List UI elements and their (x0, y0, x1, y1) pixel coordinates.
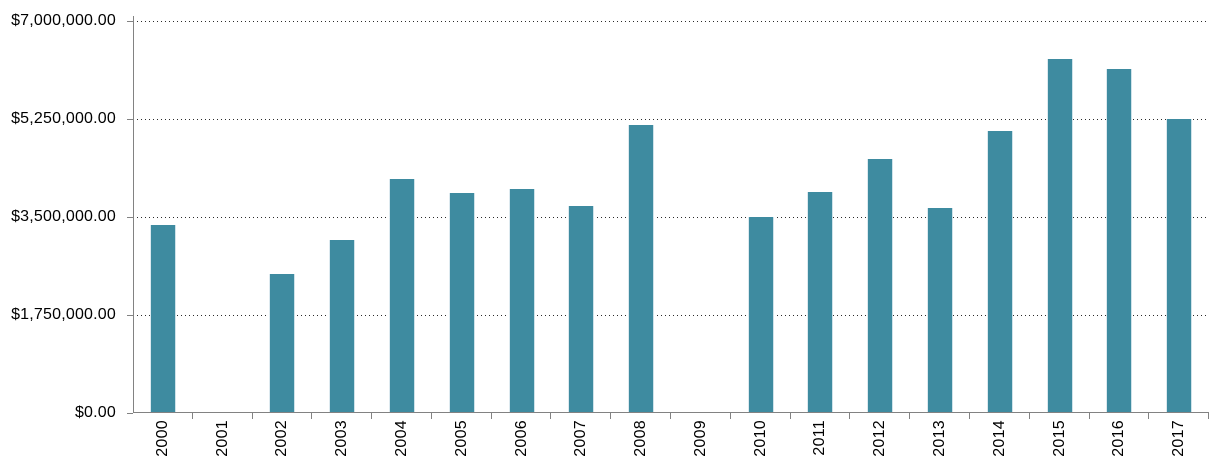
y-axis-label: $0.00 (74, 404, 116, 421)
bar-2003 (330, 240, 355, 413)
bar-2013 (928, 207, 953, 413)
bar-cell-2012 (850, 21, 910, 419)
x-axis-label: 2007 (572, 420, 590, 457)
bar-2000 (150, 225, 175, 413)
bar-2016 (1107, 69, 1132, 413)
bar-cell-2002 (253, 21, 313, 419)
x-axis-label: 2011 (811, 420, 829, 456)
x-label-cell-2000: 2000 (133, 420, 193, 466)
x-label-cell-2012: 2012 (850, 420, 910, 466)
bar-2010 (748, 217, 773, 413)
bar-cell-2015 (1030, 21, 1090, 419)
gridline-1750000 (133, 315, 1209, 316)
bar-cell-2004 (372, 21, 432, 419)
bar-cell-2007 (551, 21, 612, 419)
y-tick-7000000 (127, 21, 133, 22)
bar-cell-2005 (432, 21, 492, 419)
bar-cell-2000 (133, 21, 193, 419)
x-axis-label: 2016 (1110, 420, 1128, 457)
x-label-cell-2005: 2005 (432, 420, 492, 466)
x-axis-labels: 2000 2001 2002 2003 2004 2005 2006 2007 2008 2009… (133, 420, 1209, 466)
x-label-cell-2001: 2001 (193, 420, 253, 466)
bar-2017 (1167, 119, 1192, 413)
x-label-cell-2007: 2007 (551, 420, 611, 466)
x-axis-label: 2010 (751, 420, 769, 457)
x-label-cell-2002: 2002 (253, 420, 313, 466)
bar-2005 (449, 192, 474, 413)
y-axis-line (133, 16, 134, 413)
x-axis-label: 2009 (691, 420, 709, 457)
x-axis-label: 2014 (990, 420, 1008, 457)
x-label-cell-2006: 2006 (492, 420, 552, 466)
bar-cell-2008 (611, 21, 671, 419)
y-axis-label: $7,000,000.00 (11, 12, 116, 29)
bar-cell-2001 (193, 21, 253, 419)
y-axis-label: $1,750,000.00 (11, 306, 116, 323)
x-axis-label: 2005 (452, 420, 470, 457)
x-label-cell-2009: 2009 (671, 420, 731, 466)
x-label-cell-2015: 2015 (1030, 420, 1090, 466)
plot-area (127, 16, 1209, 419)
y-tick-3500000 (127, 217, 133, 218)
x-axis-label: 2001 (213, 420, 231, 457)
x-axis-line (133, 412, 1209, 413)
y-axis-label: $5,250,000.00 (11, 110, 116, 127)
gridline-7000000 (133, 21, 1209, 22)
bar-2007 (569, 205, 594, 413)
bar-2015 (1047, 59, 1072, 413)
x-axis-label: 2015 (1050, 420, 1068, 457)
x-axis-label: 2013 (931, 420, 949, 457)
gridline-3500000 (133, 217, 1209, 218)
x-axis-label: 2003 (333, 420, 351, 457)
bar-2011 (808, 191, 833, 413)
y-axis-label: $3,500,000.00 (11, 208, 116, 225)
x-label-cell-2010: 2010 (731, 420, 791, 466)
x-axis-label: 2000 (153, 420, 171, 457)
x-axis-label: 2012 (871, 420, 889, 457)
bars-container (133, 21, 1209, 419)
x-label-cell-2008: 2008 (611, 420, 671, 466)
x-axis-label: 2017 (1170, 420, 1188, 457)
y-tick-1750000 (127, 315, 133, 316)
x-axis-label: 2004 (393, 420, 411, 457)
x-label-cell-2011: 2011 (791, 420, 851, 466)
bar-cell-2014 (970, 21, 1030, 419)
bar-cell-2013 (910, 21, 970, 419)
bar-cell-2011 (791, 21, 851, 419)
x-axis-label: 2002 (273, 420, 291, 457)
x-label-cell-2003: 2003 (312, 420, 372, 466)
x-label-cell-2016: 2016 (1090, 420, 1150, 466)
bar-cell-2006 (492, 21, 552, 419)
bar-2002 (270, 273, 295, 413)
bar-2008 (629, 125, 654, 413)
x-axis-label: 2008 (632, 420, 650, 457)
bar-cell-2009 (671, 21, 731, 419)
x-label-cell-2017: 2017 (1149, 420, 1209, 466)
y-tick-0 (127, 413, 133, 414)
x-label-cell-2013: 2013 (910, 420, 970, 466)
gridline-5250000 (133, 119, 1209, 120)
x-label-cell-2014: 2014 (970, 420, 1030, 466)
bar-2014 (987, 131, 1012, 413)
bar-2006 (509, 189, 534, 413)
x-label-cell-2004: 2004 (372, 420, 432, 466)
bar-cell-2017 (1149, 21, 1209, 419)
bar-2012 (868, 159, 893, 413)
y-tick-5250000 (127, 119, 133, 120)
bar-cell-2010 (731, 21, 791, 419)
bar-2004 (390, 178, 415, 413)
bar-cell-2016 (1090, 21, 1150, 419)
bar-cell-2003 (312, 21, 372, 419)
x-axis-label: 2006 (512, 420, 530, 457)
